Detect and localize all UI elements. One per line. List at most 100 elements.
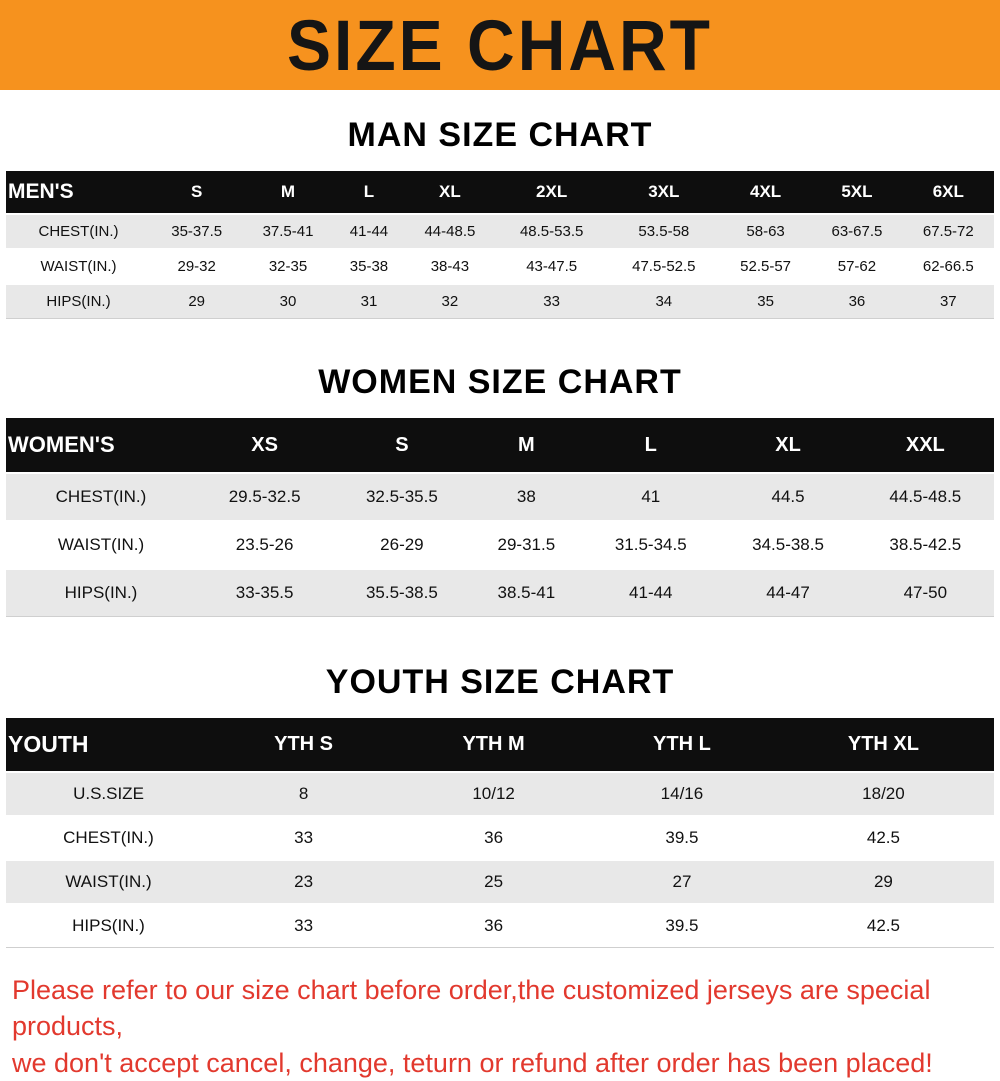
size-value-cell: 29-31.5	[470, 520, 583, 569]
charts-container: MAN SIZE CHART MEN'S S M L XL 2XL 3XL 4XL 5XL 6XL…	[0, 116, 1000, 948]
size-value-cell: 29	[151, 283, 243, 319]
size-column-header: M	[470, 418, 583, 473]
size-value-cell: 63-67.5	[811, 213, 903, 249]
size-column-header: L	[582, 418, 720, 473]
row-label-cell: CHEST(IN.)	[6, 815, 211, 860]
size-value-cell: 29	[772, 859, 994, 904]
size-value-cell: 38	[470, 472, 583, 521]
row-label-cell: HIPS(IN.)	[6, 568, 196, 617]
size-value-cell: 33	[211, 815, 397, 860]
size-value-cell: 31.5-34.5	[582, 520, 720, 569]
size-value-cell: 33	[495, 283, 608, 319]
size-value-cell: 37	[902, 283, 994, 319]
row-label-cell: U.S.SIZE	[6, 771, 211, 816]
table-row: CHEST(IN.) 33 36 39.5 42.5	[6, 815, 994, 860]
size-value-cell: 23	[211, 859, 397, 904]
size-column-header: YTH XL	[772, 718, 994, 772]
size-value-cell: 31	[333, 283, 405, 319]
size-column-header: S	[333, 418, 471, 473]
size-column-header: 6XL	[902, 171, 994, 214]
size-value-cell: 35	[719, 283, 812, 319]
size-value-cell: 62-66.5	[902, 248, 994, 284]
size-value-cell: 44-47	[719, 568, 857, 617]
size-value-cell: 41-44	[333, 213, 405, 249]
size-value-cell: 44.5-48.5	[856, 472, 994, 521]
table-title-cell: WOMEN'S	[6, 418, 196, 473]
row-label-cell: CHEST(IN.)	[6, 472, 196, 521]
size-value-cell: 32.5-35.5	[333, 472, 471, 521]
row-label-cell: WAIST(IN.)	[6, 520, 196, 569]
size-column-header: L	[333, 171, 405, 214]
size-value-cell: 23.5-26	[196, 520, 334, 569]
size-table: WOMEN'S XS S M L XL XXL CHEST(IN.) 29.5-32.5 32.…	[6, 418, 994, 617]
size-column-header: XXL	[856, 418, 994, 473]
size-value-cell: 41-44	[582, 568, 720, 617]
size-value-cell: 32	[404, 283, 496, 319]
size-value-cell: 25	[396, 859, 592, 904]
size-value-cell: 27	[591, 859, 773, 904]
row-label-cell: CHEST(IN.)	[6, 213, 151, 249]
size-column-header: YTH S	[211, 718, 397, 772]
table-row: CHEST(IN.) 29.5-32.5 32.5-35.5 38 41 44.5 44.5…	[6, 472, 994, 521]
size-value-cell: 8	[211, 771, 397, 816]
size-value-cell: 39.5	[591, 815, 773, 860]
table-row: U.S.SIZE 8 10/12 14/16 18/20	[6, 771, 994, 816]
size-column-header: 3XL	[607, 171, 720, 214]
table-row: WAIST(IN.) 29-32 32-35 35-38 38-43 43-47.5 47.…	[6, 248, 994, 284]
size-value-cell: 42.5	[772, 903, 994, 948]
size-value-cell: 10/12	[396, 771, 592, 816]
size-column-header: XL	[719, 418, 857, 473]
section-heading: YOUTH SIZE CHART	[325, 663, 675, 701]
size-value-cell: 35-37.5	[151, 213, 243, 249]
table-title-cell: MEN'S	[6, 171, 151, 214]
table-header-row: WOMEN'S XS S M L XL XXL	[6, 418, 994, 473]
size-value-cell: 35-38	[333, 248, 405, 284]
size-value-cell: 38.5-42.5	[856, 520, 994, 569]
table-row: HIPS(IN.) 29 30 31 32 33 34 35 36 37	[6, 283, 994, 319]
size-value-cell: 43-47.5	[495, 248, 608, 284]
size-column-header: YTH L	[591, 718, 773, 772]
size-column-header: 5XL	[811, 171, 903, 214]
size-value-cell: 26-29	[333, 520, 471, 569]
size-chart-section: YOUTH SIZE CHART YOUTH YTH S YTH M YTH L YTH…	[0, 663, 1000, 948]
size-value-cell: 44-48.5	[404, 213, 496, 249]
table-title-cell: YOUTH	[6, 718, 211, 772]
table-row: WAIST(IN.) 23.5-26 26-29 29-31.5 31.5-34.5 34…	[6, 520, 994, 569]
size-value-cell: 38-43	[404, 248, 496, 284]
size-value-cell: 32-35	[242, 248, 334, 284]
size-chart-section: MAN SIZE CHART MEN'S S M L XL 2XL 3XL 4XL 5XL 6XL…	[0, 116, 1000, 319]
size-value-cell: 29.5-32.5	[196, 472, 334, 521]
table-row: HIPS(IN.) 33 36 39.5 42.5	[6, 903, 994, 948]
size-column-header: 2XL	[495, 171, 608, 214]
size-value-cell: 48.5-53.5	[495, 213, 608, 249]
size-column-header: YTH M	[396, 718, 592, 772]
size-column-header: XS	[196, 418, 334, 473]
size-column-header: M	[242, 171, 334, 214]
size-value-cell: 42.5	[772, 815, 994, 860]
size-value-cell: 47-50	[856, 568, 994, 617]
row-label-cell: WAIST(IN.)	[6, 859, 211, 904]
size-value-cell: 18/20	[772, 771, 994, 816]
size-value-cell: 33-35.5	[196, 568, 334, 617]
size-value-cell: 41	[582, 472, 720, 521]
page-title: SIZE CHART	[287, 5, 713, 85]
size-value-cell: 57-62	[811, 248, 903, 284]
note-line-2: we don't accept cancel, change, teturn o…	[12, 1047, 933, 1078]
size-value-cell: 67.5-72	[902, 213, 994, 249]
size-value-cell: 37.5-41	[242, 213, 334, 249]
size-column-header: 4XL	[719, 171, 812, 214]
size-value-cell: 34.5-38.5	[719, 520, 857, 569]
size-value-cell: 35.5-38.5	[333, 568, 471, 617]
banner: SIZE CHART	[0, 0, 1000, 90]
table-row: CHEST(IN.) 35-37.5 37.5-41 41-44 44-48.5 48.5…	[6, 213, 994, 249]
section-heading: WOMEN SIZE CHART	[318, 363, 682, 401]
table-header-row: MEN'S S M L XL 2XL 3XL 4XL 5XL 6XL	[6, 171, 994, 214]
size-value-cell: 14/16	[591, 771, 773, 816]
size-table: YOUTH YTH S YTH M YTH L YTH XL U.S.SIZE 8 10/1…	[6, 718, 994, 948]
size-column-header: XL	[404, 171, 496, 214]
size-value-cell: 52.5-57	[719, 248, 812, 284]
size-value-cell: 36	[811, 283, 903, 319]
size-value-cell: 39.5	[591, 903, 773, 948]
size-value-cell: 53.5-58	[607, 213, 720, 249]
